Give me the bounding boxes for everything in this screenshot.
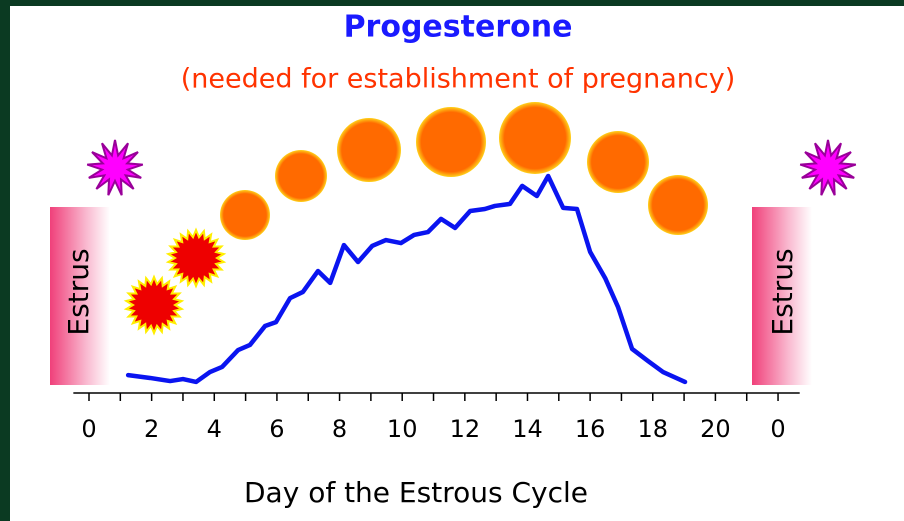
corpus-luteum [499,102,571,174]
x-tick-label: 0 [81,415,96,443]
x-tick-label: 14 [512,415,543,443]
corpus-luteum-group [220,102,708,240]
x-tick-label: 0 [770,415,785,443]
x-tick-label: 2 [144,415,159,443]
corpus-luteum [337,118,401,182]
x-axis-label: Day of the Estrous Cycle [244,476,588,509]
corpus-luteum [648,175,708,235]
estrus-box [752,207,812,385]
x-tick-label: 18 [637,415,668,443]
estrus-label: Estrus [62,248,95,335]
x-tick-label: 12 [450,415,481,443]
corpus-luteum [275,150,327,202]
x-tick-label: 20 [700,415,731,443]
x-tick-label: 4 [207,415,222,443]
x-tick-label: 8 [332,415,347,443]
starburst [86,139,144,196]
x-tick-label: 10 [387,415,418,443]
progesterone-line [125,173,688,385]
corpus-luteum [587,131,649,193]
corpus-luteum [220,190,270,240]
estrus-box [50,207,110,385]
chart-subtitle: (needed for establishment of pregnancy) [181,64,736,95]
x-tick-label: 6 [269,415,284,443]
chart-title: Progesterone [344,10,573,45]
starburst [123,274,185,336]
x-tick-label: 16 [575,415,606,443]
starburst [165,227,227,289]
burst-group [86,139,857,336]
estrus-label: Estrus [766,248,799,335]
starburst [799,139,857,196]
corpus-luteum [416,107,486,177]
